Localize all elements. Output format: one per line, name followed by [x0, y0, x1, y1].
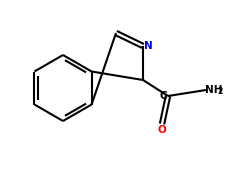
Text: 2: 2 [216, 88, 221, 96]
Text: C: C [159, 91, 166, 101]
Text: NH: NH [204, 85, 222, 95]
Text: O: O [157, 125, 166, 135]
Text: N: N [144, 41, 152, 51]
